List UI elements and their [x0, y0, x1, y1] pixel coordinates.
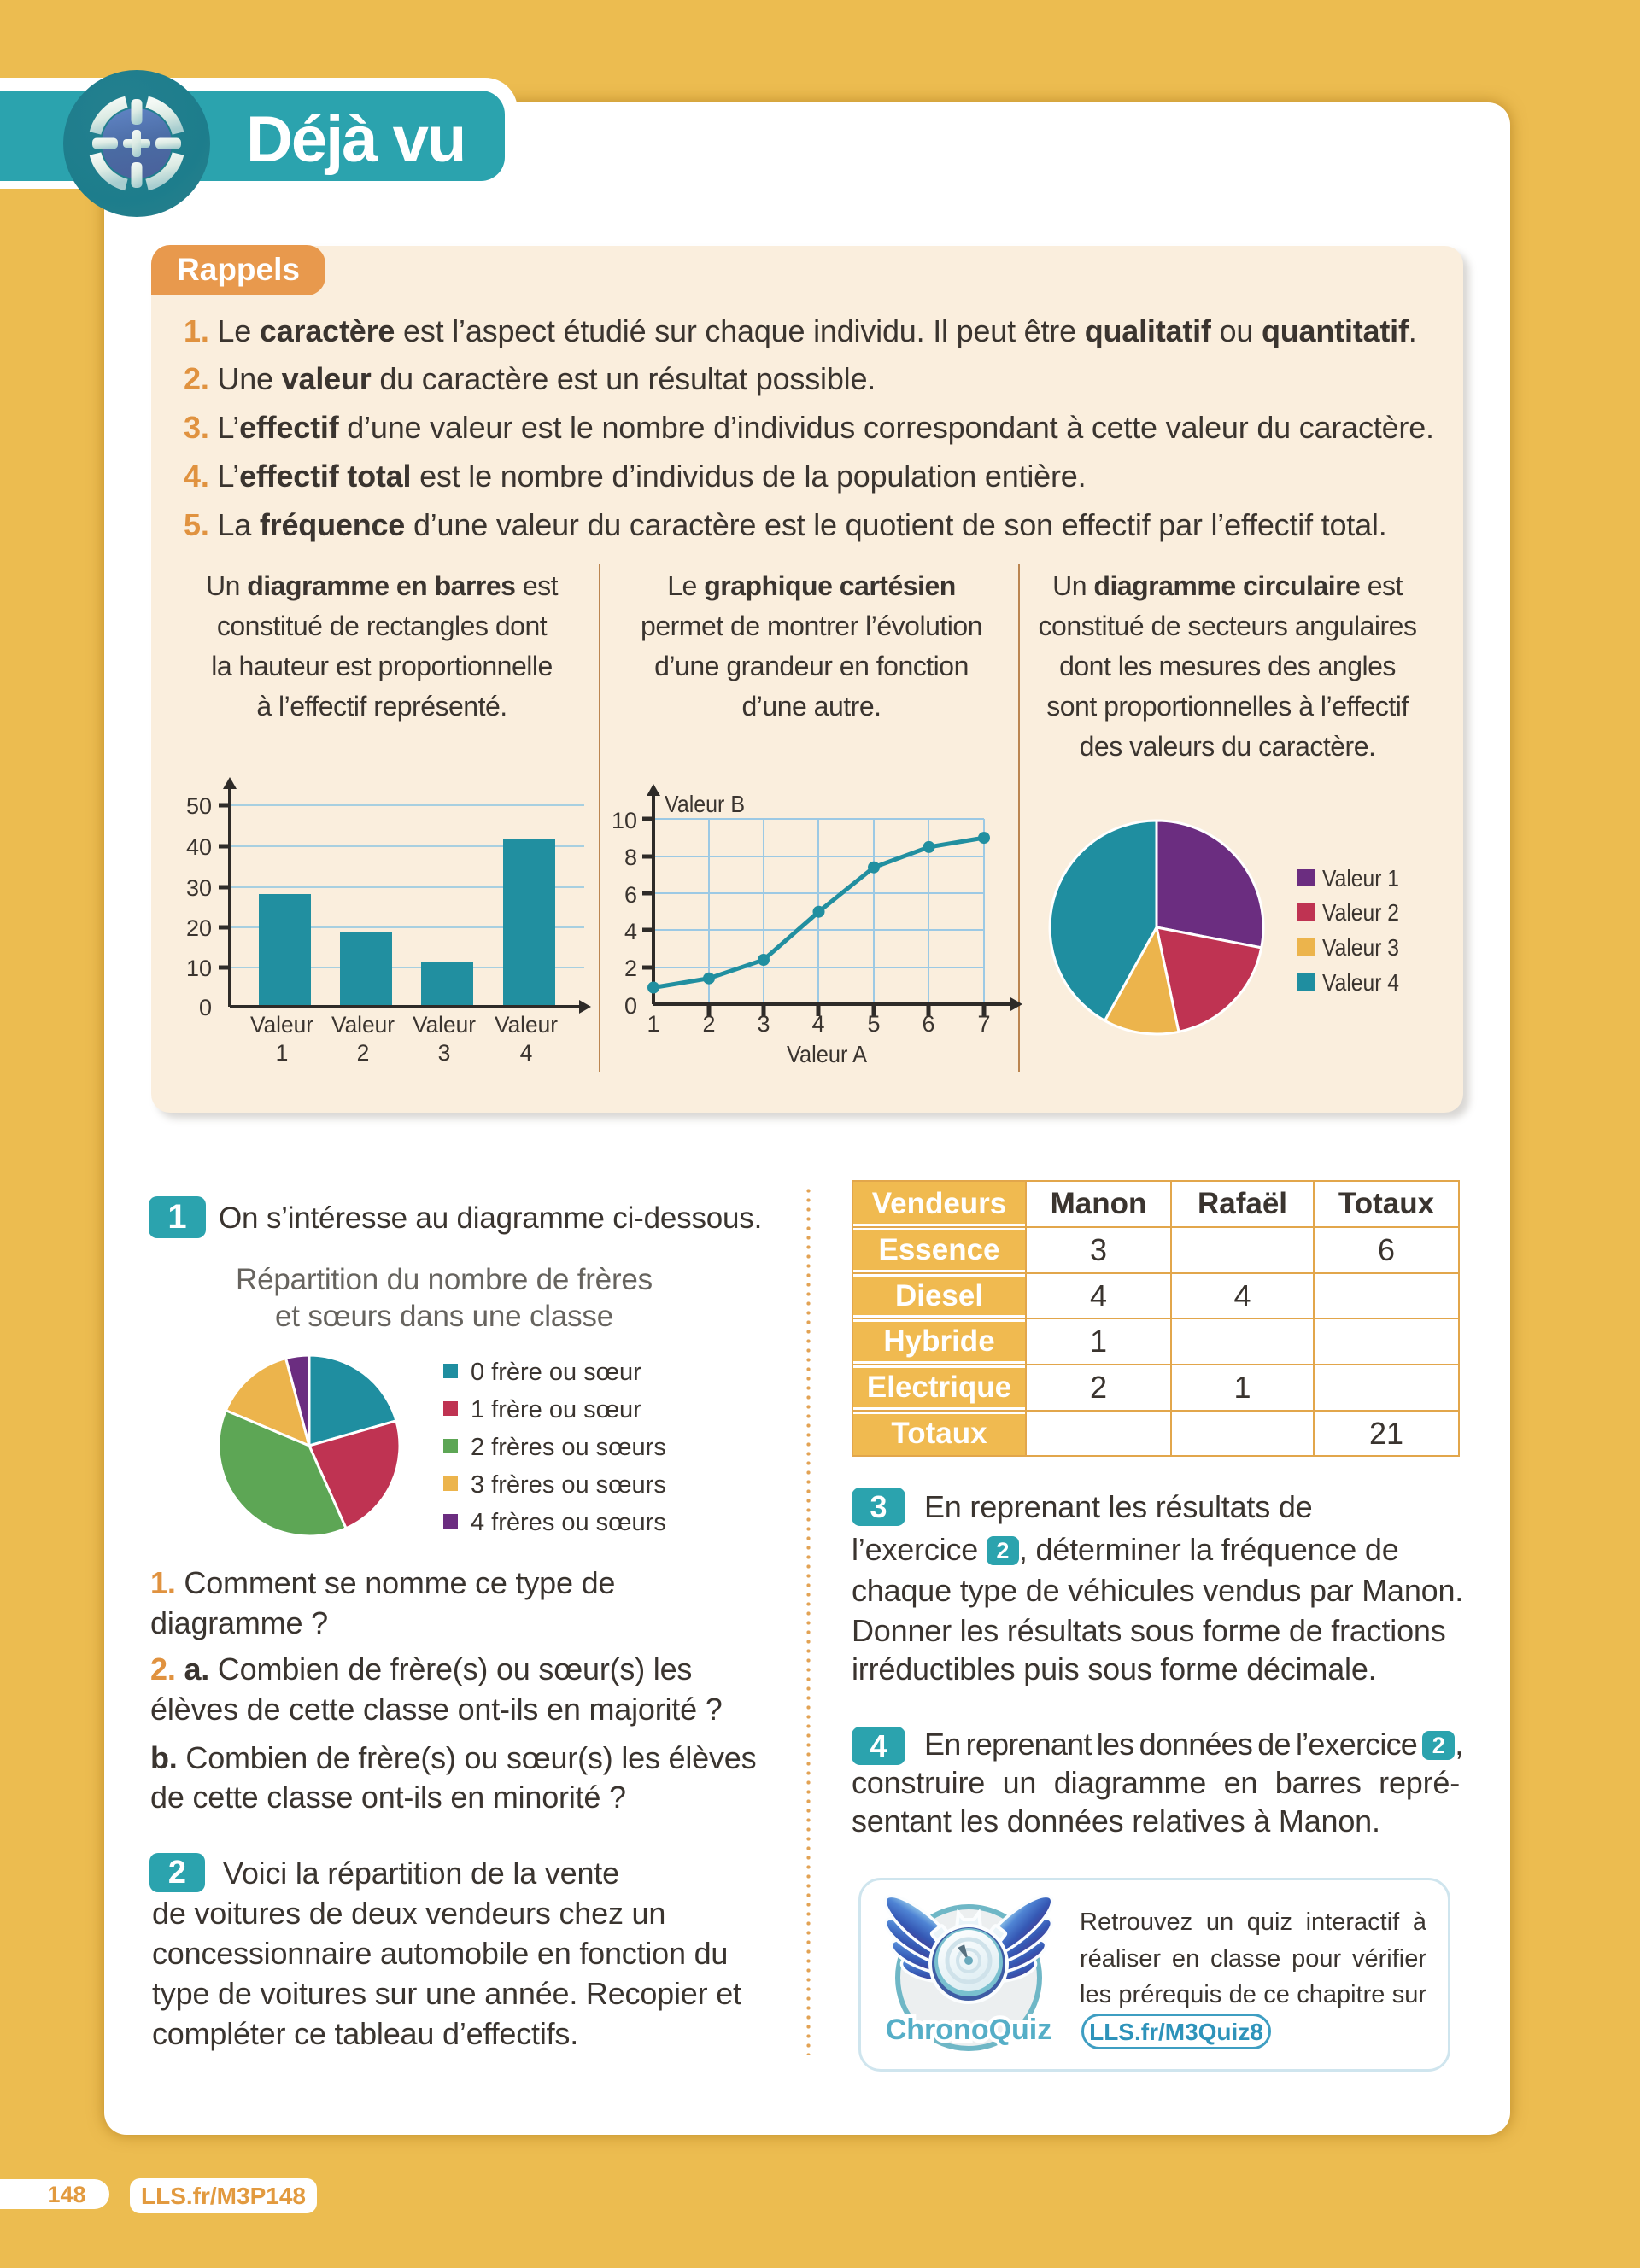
- svg-text:6: 6: [922, 1011, 934, 1037]
- svg-text:10: 10: [612, 808, 637, 833]
- svg-text:3: 3: [757, 1011, 770, 1037]
- svg-text:2: 2: [702, 1011, 715, 1037]
- svg-text:20: 20: [186, 915, 212, 941]
- svg-text:Valeur B: Valeur B: [665, 791, 745, 817]
- svg-text:4: 4: [811, 1011, 824, 1037]
- svg-text:ChronoQuiz: ChronoQuiz: [886, 2014, 1052, 2046]
- svg-text:Valeur: Valeur: [413, 1012, 476, 1038]
- svg-text:2: 2: [357, 1040, 370, 1066]
- svg-text:2: 2: [624, 956, 637, 981]
- svg-text:Valeur: Valeur: [250, 1012, 313, 1038]
- svg-text:10: 10: [186, 956, 212, 981]
- svg-text:1 frère ou sœur: 1 frère ou sœur: [471, 1396, 641, 1423]
- svg-text:Valeur 2: Valeur 2: [1322, 899, 1399, 926]
- svg-text:Valeur 3: Valeur 3: [1322, 934, 1399, 961]
- svg-text:8: 8: [624, 845, 637, 870]
- svg-text:7: 7: [977, 1011, 990, 1037]
- svg-text:3 frères ou sœurs: 3 frères ou sœurs: [471, 1471, 666, 1499]
- svg-text:50: 50: [186, 793, 212, 819]
- svg-text:Valeur: Valeur: [331, 1012, 395, 1038]
- svg-text:4: 4: [520, 1040, 533, 1066]
- svg-text:0 frère ou sœur: 0 frère ou sœur: [471, 1359, 641, 1386]
- svg-text:0: 0: [624, 993, 637, 1019]
- svg-text:4 frères ou sœurs: 4 frères ou sœurs: [471, 1509, 666, 1536]
- svg-text:1: 1: [276, 1040, 289, 1066]
- svg-text:6: 6: [624, 882, 637, 908]
- svg-text:5: 5: [867, 1011, 880, 1037]
- svg-text:40: 40: [186, 834, 212, 860]
- svg-text:30: 30: [186, 875, 212, 901]
- svg-text:Valeur: Valeur: [495, 1012, 558, 1038]
- svg-text:Valeur 4: Valeur 4: [1322, 969, 1399, 996]
- svg-text:2 frères ou sœurs: 2 frères ou sœurs: [471, 1434, 666, 1461]
- svg-text:1: 1: [647, 1011, 659, 1037]
- svg-text:Valeur 1: Valeur 1: [1322, 865, 1399, 891]
- svg-text:Valeur A: Valeur A: [787, 1041, 867, 1067]
- svg-text:0: 0: [199, 995, 212, 1020]
- svg-text:3: 3: [438, 1040, 451, 1066]
- svg-text:4: 4: [624, 919, 637, 944]
